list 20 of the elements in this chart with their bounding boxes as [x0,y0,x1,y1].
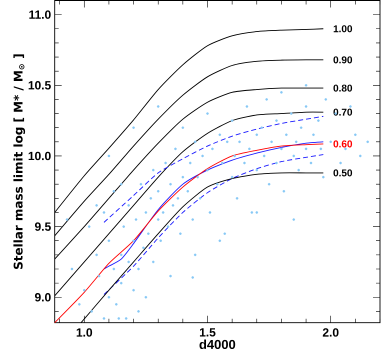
series-label: 0.60 [333,140,352,148]
line-series [104,116,324,223]
y-tick-label: 10.5 [28,81,51,90]
line-series [54,143,324,324]
series-label: 0.70 [333,108,352,116]
x-tick-label: 2.0 [322,328,339,337]
line-series [104,141,324,270]
x-tick-label: 1.5 [200,328,216,337]
x-tick-label: 1.0 [76,328,92,337]
line-series [104,154,324,295]
series-label: 0.90 [333,56,352,64]
y-tick-label: 11.0 [29,10,51,19]
x-axis-title: d4000 [200,340,236,350]
legend-label: 0.80 [333,84,352,92]
series-label: 0.50 [333,169,352,176]
y-tick-label: 9.0 [34,293,51,302]
series-label: 1.00 [334,25,352,32]
y-tick-label: 10.0 [28,152,51,160]
y-tick-label: 9.5 [34,222,51,231]
y-axis-title: Stellar mass limit log [ M* / M$_{⊙}$ ] [13,54,26,269]
